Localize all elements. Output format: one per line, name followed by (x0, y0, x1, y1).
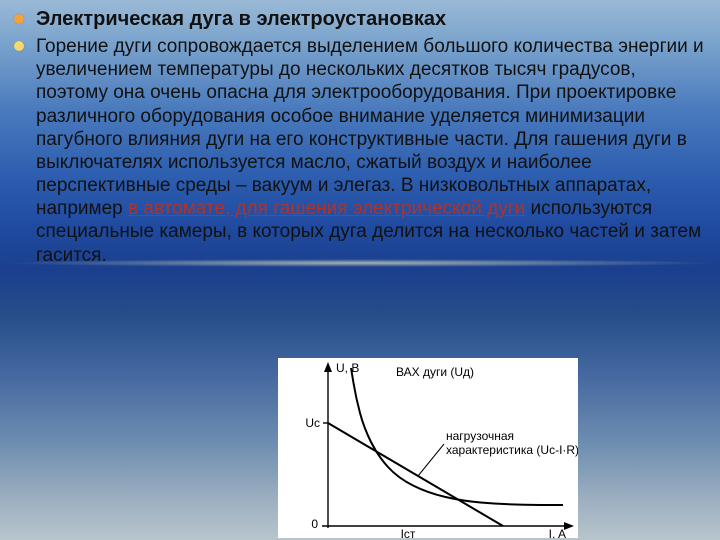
bullet-list: Электрическая дуга в электроустановках Г… (12, 8, 704, 267)
body-text-pre: Горение дуги сопровождается выделением б… (36, 36, 704, 219)
body-bullet-item: Горение дуги сопровождается выделением б… (12, 35, 704, 267)
body-paragraph: Горение дуги сопровождается выделением б… (36, 36, 704, 266)
load-line-label-1: нагрузочная (446, 429, 514, 443)
x-axis-label: I, A (549, 527, 566, 538)
y-axis-label: U, B (336, 361, 359, 375)
y-axis-arrow-icon (324, 362, 332, 372)
vi-characteristic-chart: U, B I, A 0 Uc Iст ВАХ дуги (Uд) нагрузо… (278, 358, 578, 538)
slide-root: Электрическая дуга в электроустановках Г… (0, 0, 720, 540)
bullet-icon (14, 14, 24, 24)
slide-title: Электрическая дуга в электроустановках (36, 8, 446, 30)
title-bullet-item: Электрическая дуга в электроустановках (12, 8, 704, 31)
chart-svg: U, B I, A 0 Uc Iст ВАХ дуги (Uд) нагрузо… (278, 358, 578, 538)
body-link[interactable]: в автомате, для гашения электрической ду… (128, 198, 525, 219)
ist-label: Iст (401, 527, 416, 538)
bullet-icon (14, 41, 24, 51)
load-line-label-2: характеристика (Uc-I·R) (446, 443, 578, 457)
content-area: Электрическая дуга в электроустановках Г… (12, 8, 704, 271)
uc-label: Uc (305, 416, 320, 430)
arc-curve-label: ВАХ дуги (Uд) (396, 365, 474, 379)
leader-line (418, 444, 444, 476)
origin-label: 0 (311, 517, 318, 531)
